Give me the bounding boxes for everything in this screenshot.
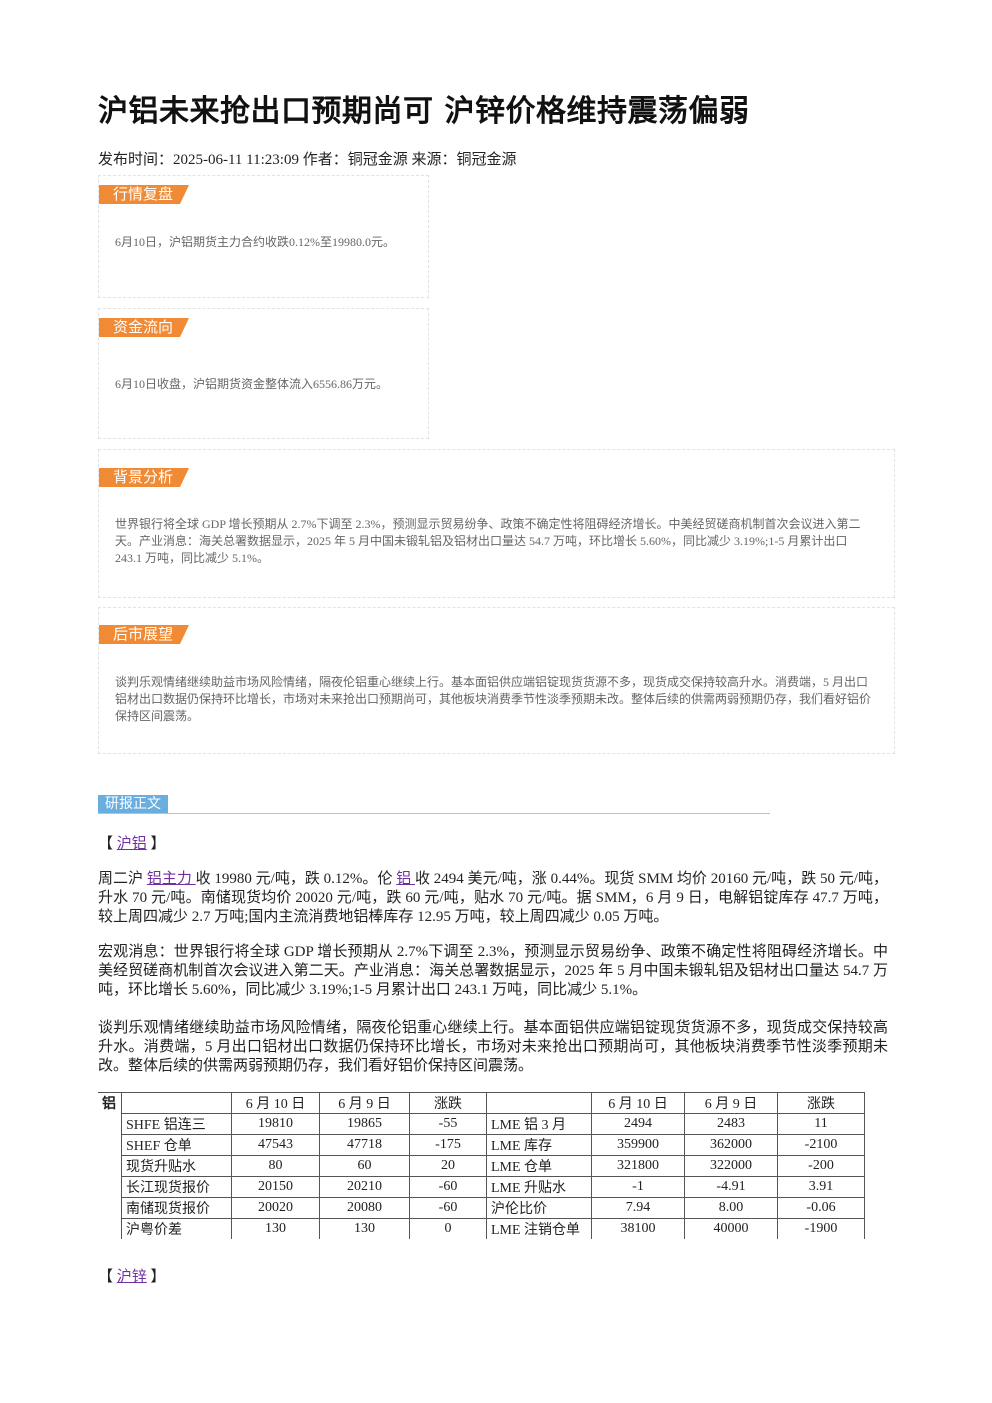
- link[interactable]: 沪铝: [116, 836, 147, 852]
- link[interactable]: 铝: [396, 871, 416, 887]
- column-header: 6 月 10 日: [231, 1092, 320, 1114]
- column-header: 涨跌: [777, 1092, 865, 1114]
- table-cell: 7.94: [591, 1197, 685, 1219]
- table-cell: -175: [409, 1134, 487, 1156]
- table-cell: -4.91: [684, 1176, 778, 1198]
- section-box: 后市展望 谈判乐观情绪继续助益市场风险情绪，隔夜伦铝重心继续上行。基本面铝供应端…: [98, 607, 895, 754]
- paragraph: 周二沪 铝主力 收 19980 元/吨，跌 0.12%。伦 铝 收 2494 美…: [98, 870, 888, 927]
- table-cell: 现货升贴水: [121, 1155, 232, 1177]
- column-header: 6 月 10 日: [591, 1092, 685, 1114]
- column-header: 6 月 9 日: [319, 1092, 410, 1114]
- table-cell: 130: [319, 1218, 410, 1239]
- table-cell: 长江现货报价: [121, 1176, 232, 1198]
- report-label: 研报正文: [98, 795, 168, 814]
- divider: [98, 813, 770, 814]
- section-label: 【 沪锌 】: [98, 1265, 166, 1286]
- table-cell: 20210: [319, 1176, 410, 1198]
- table-cell: 沪粤价差: [121, 1218, 232, 1239]
- table-cell: 20020: [231, 1197, 320, 1219]
- table-cell: 3.91: [777, 1176, 865, 1198]
- section-box: 资金流向 6月10日收盘，沪铝期货资金整体流入6556.86万元。: [98, 308, 429, 439]
- table-cell: -55: [409, 1113, 487, 1135]
- table-row: 南储现货报价 20020 20080 -60 沪伦比价 7.94 8.00 -0.06: [98, 1197, 865, 1219]
- table-cell: 359900: [591, 1134, 685, 1156]
- row-group-label: 铝: [98, 1092, 122, 1239]
- section-text: 谈判乐观情绪继续助益市场风险情绪，隔夜伦铝重心继续上行。基本面铝供应端铝锭现货货…: [115, 675, 872, 723]
- table-cell: 47543: [231, 1134, 320, 1156]
- section-heading: 后市展望: [99, 625, 189, 644]
- table-cell: LME 仓单: [486, 1155, 592, 1177]
- table-cell: -60: [409, 1197, 487, 1219]
- table-cell: SHFE 铝连三: [121, 1113, 232, 1135]
- text: 收 2494 美元/吨，涨 0.44%。现货 SMM 均价 20160 元/吨，…: [98, 871, 888, 925]
- section-text: 6月10日收盘，沪铝期货资金整体流入6556.86万元。: [115, 377, 389, 391]
- table-cell: 沪伦比价: [486, 1197, 592, 1219]
- table-cell: 38100: [591, 1218, 685, 1239]
- table-cell: 60: [319, 1155, 410, 1177]
- bracket: 】: [150, 836, 166, 852]
- link[interactable]: 沪锌: [116, 1269, 147, 1285]
- table-cell: -1900: [777, 1218, 865, 1239]
- column-header: 涨跌: [409, 1092, 487, 1114]
- table-cell: 19865: [319, 1113, 410, 1135]
- table-cell: 20150: [231, 1176, 320, 1198]
- table-cell: 130: [231, 1218, 320, 1239]
- table-cell: -0.06: [777, 1197, 865, 1219]
- table-cell: 19810: [231, 1113, 320, 1135]
- table-cell: 80: [231, 1155, 320, 1177]
- section-box: 背景分析 世界银行将全球 GDP 增长预期从 2.7%下调至 2.3%，预测显示…: [98, 449, 895, 598]
- column-header: 6 月 9 日: [684, 1092, 778, 1114]
- section-text: 世界银行将全球 GDP 增长预期从 2.7%下调至 2.3%，预测显示贸易纷争、…: [115, 517, 861, 565]
- table-row: SHEF 仓单 47543 47718 -175 LME 库存 359900 362000-…: [98, 1134, 865, 1156]
- table-cell: 20: [409, 1155, 487, 1177]
- section-box: 行情复盘 6月10日，沪铝期货主力合约收跌0.12%至19980.0元。: [98, 175, 429, 298]
- table-cell: 南储现货报价: [121, 1197, 232, 1219]
- table-cell: 2494: [591, 1113, 685, 1135]
- section-heading: 资金流向: [99, 318, 189, 337]
- bracket: 【: [98, 1269, 114, 1285]
- title: 沪铝未来抢出口预期尚可 沪锌价格维持震荡偏弱: [98, 94, 750, 129]
- table-cell: -200: [777, 1155, 865, 1177]
- paragraph: 宏观消息：世界银行将全球 GDP 增长预期从 2.7%下调至 2.3%，预测显示…: [98, 944, 888, 998]
- table-cell: LME 铝 3 月: [486, 1113, 592, 1135]
- column-header: [486, 1092, 592, 1114]
- table-cell: LME 升贴水: [486, 1176, 592, 1198]
- table-cell: 2483: [684, 1113, 778, 1135]
- bracket: 】: [150, 1269, 166, 1285]
- column-header: [121, 1092, 232, 1114]
- table-row: 沪粤价差 130 130 0 LME 注销仓单 38100 40000 -1900: [98, 1218, 865, 1239]
- table-cell: -2100: [777, 1134, 865, 1156]
- section-heading: 行情复盘: [99, 185, 189, 204]
- meta: 发布时间：2025-06-11 11:23:09 作者：铜冠金源 来源：铜冠金源: [98, 152, 517, 168]
- section-text: 6月10日，沪铝期货主力合约收跌0.12%至19980.0元。: [115, 235, 395, 249]
- text: 收 19980 元/吨，跌 0.12%。伦: [195, 871, 397, 887]
- link[interactable]: 铝主力: [146, 871, 196, 887]
- bracket: 【: [98, 836, 114, 852]
- table-cell: 11: [777, 1113, 865, 1135]
- table-cell: -1: [591, 1176, 685, 1198]
- text: 周二沪: [98, 871, 147, 887]
- table-cell: 0: [409, 1218, 487, 1239]
- table-cell: 362000: [684, 1134, 778, 1156]
- section-label: 【 沪铝 】: [98, 832, 166, 853]
- table-cell: LME 库存: [486, 1134, 592, 1156]
- table-row: 现货升贴水 80 60 20 LME 仓单 321800 322000 -200: [98, 1155, 865, 1177]
- section-heading: 背景分析: [99, 468, 189, 487]
- table-cell: 8.00: [684, 1197, 778, 1219]
- table-row: 长江现货报价 20150 20210 -60 LME 升贴水 -1 -4.91 3.91: [98, 1176, 865, 1198]
- table-cell: 47718: [319, 1134, 410, 1156]
- table-cell: LME 注销仓单: [486, 1218, 592, 1239]
- table-row: SHFE 铝连三 19810 19865 -55 LME 铝 3 月 2494 2483 11: [98, 1113, 865, 1135]
- table-cell: 321800: [591, 1155, 685, 1177]
- table-cell: 322000: [684, 1155, 778, 1177]
- table-cell: SHEF 仓单: [121, 1134, 232, 1156]
- paragraph: 谈判乐观情绪继续助益市场风险情绪，隔夜伦铝重心继续上行。基本面铝供应端铝锭现货货…: [98, 1020, 888, 1074]
- table-cell: 20080: [319, 1197, 410, 1219]
- table-cell: -60: [409, 1176, 487, 1198]
- table-cell: 40000: [684, 1218, 778, 1239]
